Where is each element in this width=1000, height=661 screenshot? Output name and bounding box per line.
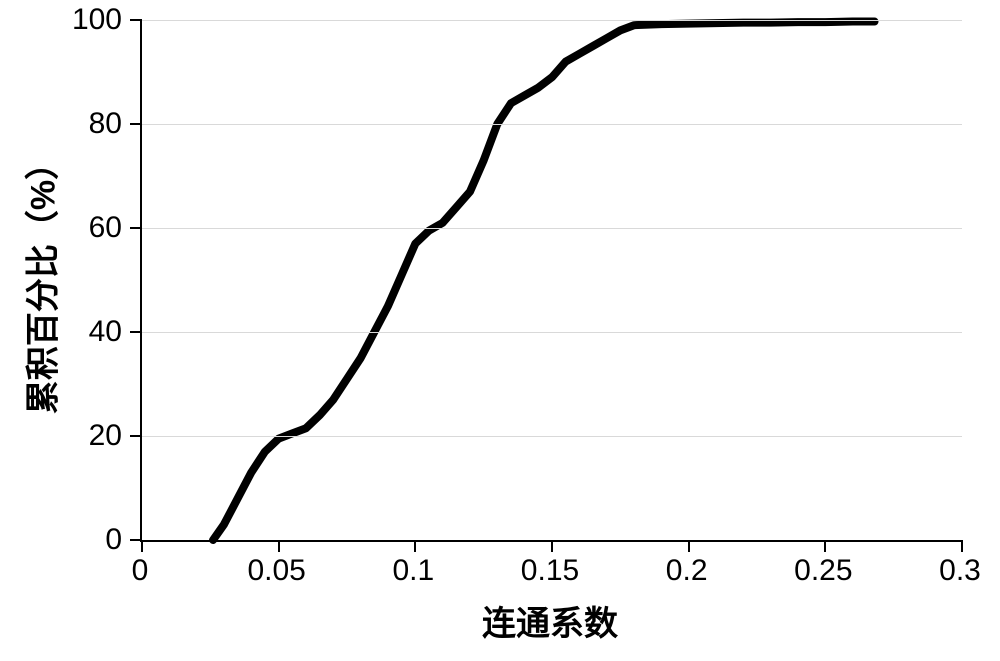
y-tick-label: 40 bbox=[89, 315, 122, 349]
x-axis-title: 连通系数 bbox=[482, 596, 618, 645]
x-tick-label: 0.1 bbox=[392, 554, 434, 588]
y-tick-label: 20 bbox=[89, 419, 122, 453]
gridline bbox=[142, 20, 962, 21]
y-axis-title: 累积百分比（%） bbox=[16, 146, 65, 414]
gridline bbox=[142, 228, 962, 229]
x-tick-label: 0.25 bbox=[794, 554, 852, 588]
y-tick bbox=[130, 19, 142, 21]
x-tick bbox=[141, 540, 143, 552]
x-tick bbox=[961, 540, 963, 552]
gridline bbox=[142, 124, 962, 125]
x-tick bbox=[688, 540, 690, 552]
plot-area bbox=[140, 20, 962, 542]
x-tick-label: 0.05 bbox=[247, 554, 305, 588]
cumulative-chart: 连通系数 累积百分比（%） 0 20 40 60 80 100 0 0.05 0.1 0.15 0.… bbox=[0, 0, 1000, 661]
y-tick bbox=[130, 331, 142, 333]
gridline bbox=[142, 436, 962, 437]
gridline bbox=[142, 332, 962, 333]
y-tick bbox=[130, 227, 142, 229]
y-tick-label: 0 bbox=[105, 523, 122, 557]
x-tick-label: 0.2 bbox=[666, 554, 708, 588]
x-tick bbox=[551, 540, 553, 552]
x-tick-label: 0.15 bbox=[521, 554, 579, 588]
y-tick-label: 80 bbox=[89, 107, 122, 141]
x-tick bbox=[278, 540, 280, 552]
x-tick bbox=[824, 540, 826, 552]
y-tick-label: 100 bbox=[72, 3, 122, 37]
x-tick-label: 0 bbox=[132, 554, 149, 588]
x-tick-label: 0.3 bbox=[939, 554, 981, 588]
data-line bbox=[142, 20, 962, 540]
y-tick bbox=[130, 435, 142, 437]
y-tick bbox=[130, 123, 142, 125]
y-tick-label: 60 bbox=[89, 211, 122, 245]
x-tick bbox=[414, 540, 416, 552]
